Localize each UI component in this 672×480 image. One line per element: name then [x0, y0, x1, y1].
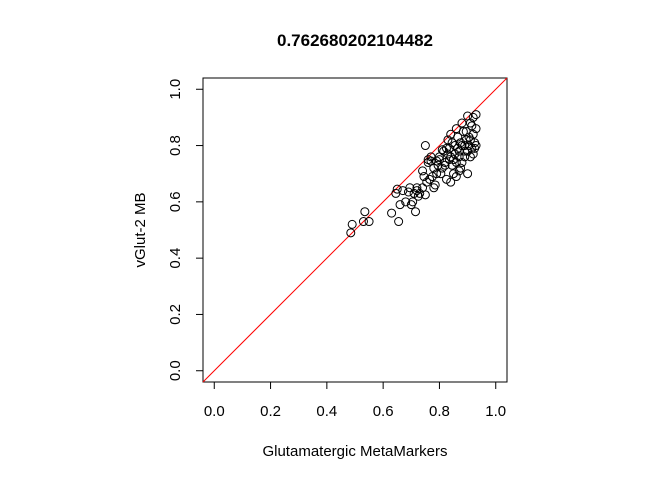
data-point — [387, 208, 397, 218]
y-tick-label: 1.0 — [167, 79, 184, 100]
data-point — [457, 157, 467, 167]
data-point — [412, 186, 422, 196]
data-point — [454, 166, 464, 176]
data-point — [392, 184, 402, 194]
data-point — [446, 129, 456, 139]
data-point — [430, 180, 440, 190]
data-point — [358, 217, 368, 227]
data-point — [446, 177, 456, 187]
data-point — [468, 112, 478, 122]
y-tick-label: 0.8 — [167, 135, 184, 156]
data-point — [395, 200, 405, 210]
x-tick-label: 0.0 — [204, 403, 225, 420]
data-point — [440, 160, 450, 170]
data-point — [429, 163, 439, 173]
data-point — [470, 143, 480, 153]
data-point — [447, 160, 457, 170]
data-point — [418, 166, 428, 176]
data-point — [456, 138, 466, 148]
data-point — [415, 188, 425, 198]
data-point — [460, 152, 470, 162]
data-point — [422, 177, 432, 187]
x-tick-label: 0.2 — [260, 403, 281, 420]
x-tick-label: 0.8 — [429, 403, 450, 420]
data-point — [394, 217, 404, 227]
data-point — [449, 169, 459, 179]
data-point — [432, 169, 442, 179]
data-points — [346, 110, 481, 238]
x-tick-label: 0.6 — [373, 403, 394, 420]
y-tick-label: 0.4 — [167, 248, 184, 269]
data-point — [364, 217, 374, 227]
data-point — [471, 110, 481, 120]
data-point — [449, 155, 459, 165]
data-point — [465, 152, 475, 162]
data-point — [425, 174, 435, 184]
data-point — [401, 197, 411, 207]
data-point — [423, 157, 433, 167]
data-point — [443, 135, 453, 145]
x-axis-label: Glutamatergic MetaMarkers — [262, 443, 447, 460]
data-point — [418, 183, 428, 193]
y-axis-label: vGlut-2 MB — [132, 192, 149, 267]
data-point — [346, 228, 356, 238]
data-point — [411, 207, 421, 217]
data-point — [403, 187, 413, 197]
x-axis: 0.0 0.2 0.4 0.6 0.8 1.0 — [204, 381, 506, 420]
data-point — [436, 169, 446, 179]
data-point — [347, 219, 357, 229]
data-point — [408, 197, 418, 207]
x-tick-label: 1.0 — [485, 403, 506, 420]
data-point — [420, 141, 430, 151]
data-point — [444, 155, 454, 165]
data-point — [441, 143, 451, 153]
data-point — [450, 149, 460, 159]
y-tick-label: 0.6 — [167, 191, 184, 212]
data-point — [457, 118, 467, 128]
y-axis: 0.0 0.2 0.4 0.6 0.8 1.0 — [167, 79, 204, 381]
data-point — [360, 207, 370, 217]
chart-title: 0.762680202104482 — [277, 31, 433, 50]
identity-reference-line — [202, 77, 508, 383]
data-point — [463, 169, 473, 179]
data-point — [451, 124, 461, 134]
data-point — [464, 132, 474, 142]
data-point — [468, 149, 478, 159]
data-point — [453, 143, 463, 153]
data-point — [434, 152, 444, 162]
data-point — [461, 126, 471, 136]
data-point — [467, 121, 477, 131]
y-tick-label: 0.0 — [167, 360, 184, 381]
data-point — [412, 183, 422, 193]
y-tick-label: 0.2 — [167, 304, 184, 325]
data-point — [443, 149, 453, 159]
data-point — [451, 172, 461, 182]
x-tick-label: 0.4 — [316, 403, 337, 420]
data-point — [463, 111, 473, 121]
